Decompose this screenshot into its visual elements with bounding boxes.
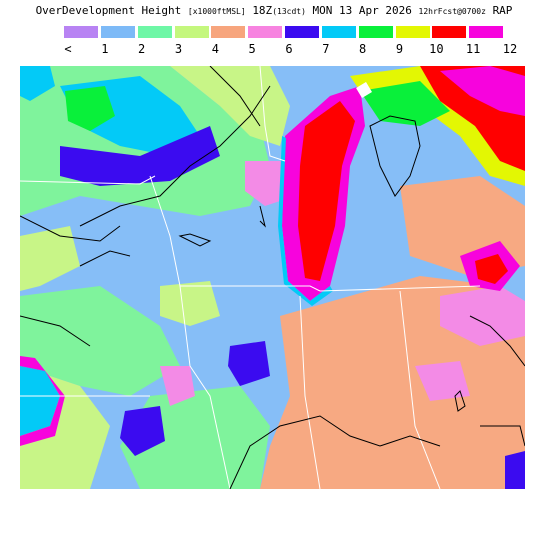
weather-map <box>20 66 525 489</box>
valid-local-time: (13cdt) <box>272 7 306 16</box>
map-title: OverDevelopment Height [x1000ftMSL] 18Z(… <box>0 4 548 17</box>
region-red-huron <box>475 254 508 284</box>
region-green-south <box>20 286 180 396</box>
legend-swatch <box>432 26 467 38</box>
legend-label: 10 <box>429 42 444 56</box>
region-yellowgreen-west <box>20 226 80 291</box>
legend-label: 3 <box>174 42 183 56</box>
legend-label: 4 <box>211 42 219 56</box>
region-cyan-corner <box>20 66 55 101</box>
legend-swatch <box>321 26 356 38</box>
region-pink-east <box>440 286 525 346</box>
product-name: OverDevelopment Height <box>35 4 182 17</box>
region-cyan-southwest <box>20 366 60 436</box>
state-borders <box>20 66 481 489</box>
legend-swatch <box>285 26 319 38</box>
region-blue-center <box>228 341 270 386</box>
contour-lines <box>20 66 525 489</box>
legend-swatch <box>137 26 172 38</box>
valid-date: MON 13 Apr 2026 <box>312 4 412 17</box>
legend-label: 6 <box>285 42 293 56</box>
region-blue-northwest <box>60 126 220 186</box>
region-cyan-lake-edge <box>278 136 333 306</box>
legend-swatch <box>358 26 393 38</box>
legend-label: 8 <box>359 42 367 56</box>
legend-swatch <box>469 26 504 38</box>
model-name: RAP <box>492 4 513 17</box>
legend-label: 11 <box>465 42 481 56</box>
region-green-northeast <box>360 81 450 126</box>
region-pink-south <box>160 366 195 406</box>
legend-swatch <box>248 26 283 38</box>
color-legend: <1 2 3 4 5 6 7 8 9 10 11 12 <box>62 26 517 58</box>
region-bright-green-northwest <box>65 86 115 131</box>
region-yellowgreen-north <box>130 66 290 146</box>
legend-swatch <box>64 26 98 38</box>
legend-label: 2 <box>138 42 146 56</box>
region-red-lake <box>298 101 355 281</box>
legend-swatch <box>395 26 430 38</box>
units-label: [x1000ftMSL] <box>187 7 246 16</box>
region-pink-southeast <box>415 361 470 401</box>
legend-swatch <box>100 26 135 38</box>
region-blue-southeast <box>505 451 525 489</box>
legend-swatch <box>211 26 246 38</box>
region-blue-southwest <box>120 406 165 456</box>
legend-label: 7 <box>322 42 330 56</box>
region-magenta-southwest <box>20 356 65 446</box>
legend-swatch <box>174 26 209 38</box>
legend-label: < <box>64 42 72 56</box>
legend-label: 12 <box>502 42 518 56</box>
legend-label: 9 <box>395 42 404 56</box>
region-magenta-northeast <box>440 66 525 116</box>
legend-label: 5 <box>248 42 256 56</box>
region-white-island <box>356 82 372 98</box>
forecast-label: 12hrFcst@0700z <box>418 7 486 16</box>
legend-label: 1 <box>101 42 109 56</box>
valid-time: 18Z <box>252 4 273 17</box>
region-yellowgreen-center <box>160 281 220 326</box>
